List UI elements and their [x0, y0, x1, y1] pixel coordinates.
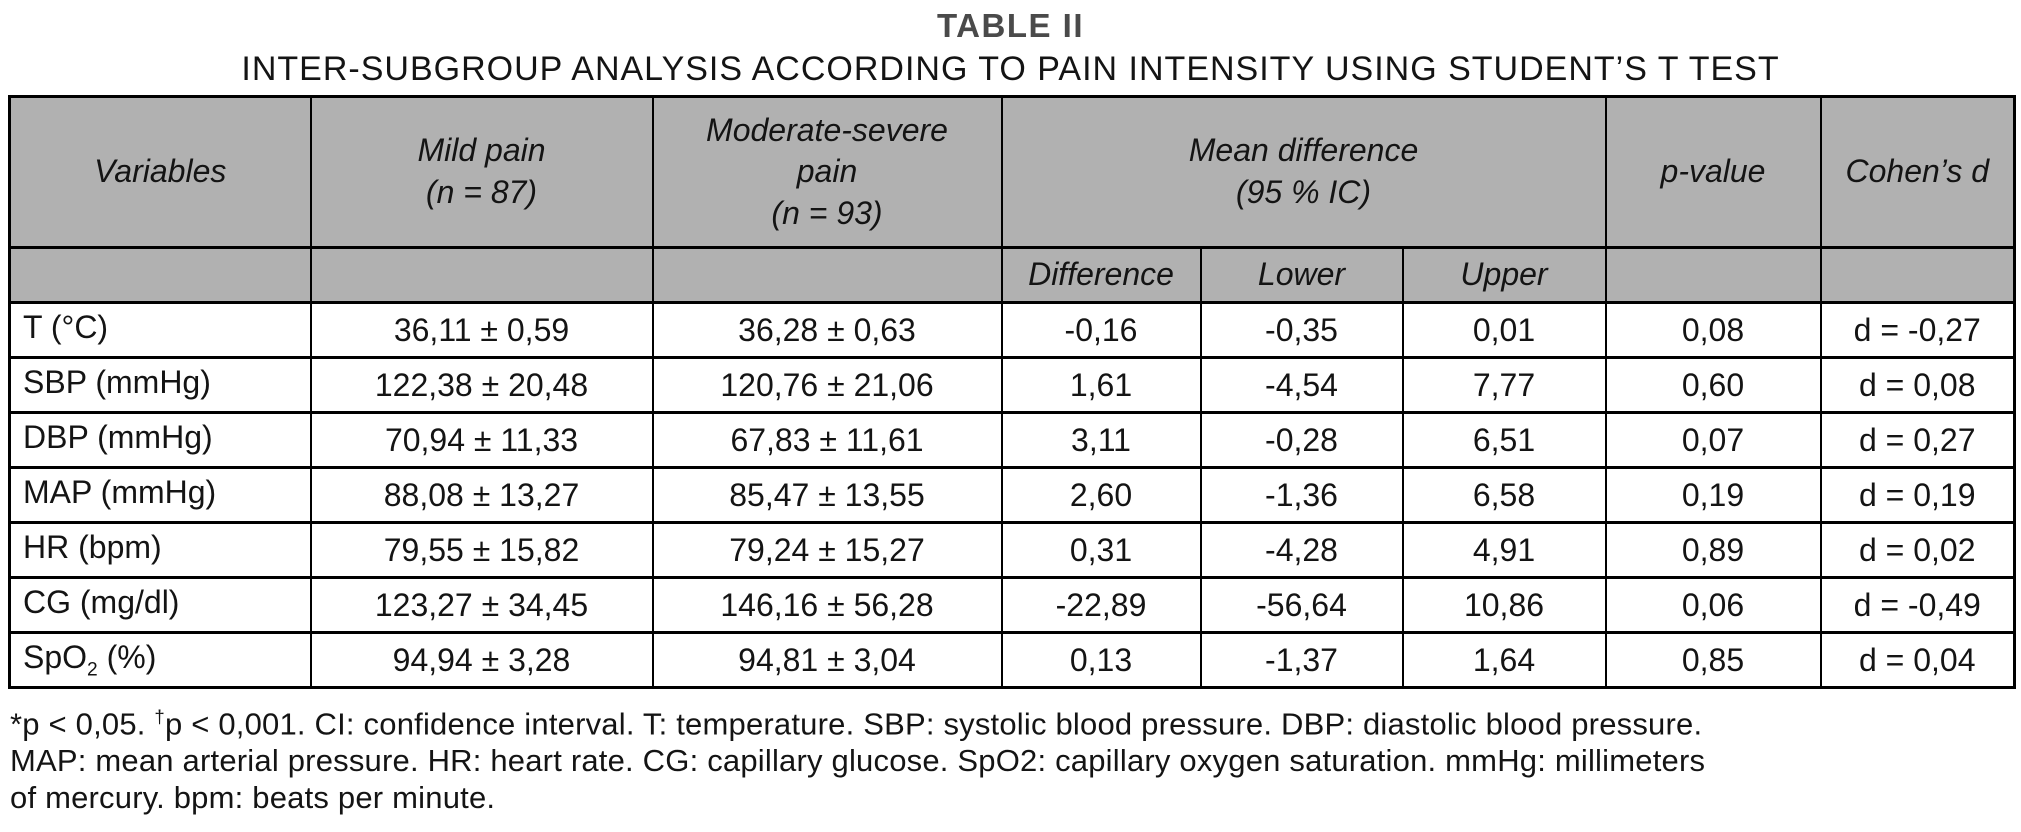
cell-difference: 0,31: [1000, 521, 1202, 579]
table-row-temperature: T (°C) 36,11 ± 0,59 36,28 ± 0,63 -0,16 -…: [8, 301, 2016, 359]
col-header-mean-difference: Mean difference (95 % IC): [1000, 95, 1607, 249]
row-label-text: HR (bpm): [23, 528, 162, 565]
cell-difference: 0,13: [1000, 631, 1202, 689]
cell-difference: -22,89: [1000, 576, 1202, 634]
cell-mild: 70,94 ± 11,33: [309, 411, 654, 469]
row-label: SBP (mmHg): [8, 356, 312, 414]
cell-upper: 0,01: [1401, 301, 1607, 359]
cell-cohens-d: d = -0,27: [1819, 301, 2016, 359]
col-header-p-value: p-value: [1604, 95, 1822, 249]
table-row-sbp: SBP (mmHg) 122,38 ± 20,48 120,76 ± 21,06…: [8, 356, 2016, 414]
cell-p-value: 0,08: [1604, 301, 1822, 359]
cell-p-value: 0,06: [1604, 576, 1822, 634]
row-label: HR (bpm): [8, 521, 312, 579]
results-table: Variables Mild pain (n = 87) Moderate-se…: [8, 95, 2016, 689]
cell-upper: 1,64: [1401, 631, 1607, 689]
cell-p-value: 0,19: [1604, 466, 1822, 524]
dagger-symbol: †: [154, 706, 165, 727]
cell-difference: 1,61: [1000, 356, 1202, 414]
row-label-text: T (°C): [23, 308, 109, 345]
cell-cohens-d: d = 0,08: [1819, 356, 2016, 414]
header-row-sub: Difference Lower Upper: [8, 246, 2016, 304]
row-label-unit: (%): [97, 638, 157, 675]
row-label: T (°C): [8, 301, 312, 359]
subheader-lower: Lower: [1199, 246, 1404, 304]
row-label-subscript: 2: [87, 659, 98, 681]
col-header-variables: Variables: [8, 95, 312, 249]
cell-moderate-severe: 67,83 ± 11,61: [651, 411, 1003, 469]
table-caption-title: INTER-SUBGROUP ANALYSIS ACCORDING TO PAI…: [241, 50, 1780, 88]
cell-cohens-d: d = 0,19: [1819, 466, 2016, 524]
footnote-line-3: of mercury. bpm: beats per minute.: [10, 780, 496, 816]
col-header-mild-pain: Mild pain (n = 87): [309, 95, 654, 249]
cell-cohens-d: d = -0,49: [1819, 576, 2016, 634]
cell-difference: -0,16: [1000, 301, 1202, 359]
row-label: CG (mg/dl): [8, 576, 312, 634]
cell-difference: 3,11: [1000, 411, 1202, 469]
row-label: MAP (mmHg): [8, 466, 312, 524]
subheader-empty-mild: [309, 246, 654, 304]
footnote-significance: *p < 0,05.: [10, 706, 155, 742]
row-label-text: MAP (mmHg): [23, 473, 217, 510]
cell-lower: -4,54: [1199, 356, 1404, 414]
cell-upper: 7,77: [1401, 356, 1607, 414]
row-label-text: SBP (mmHg): [23, 363, 211, 400]
cell-upper: 10,86: [1401, 576, 1607, 634]
cell-moderate-severe: 85,47 ± 13,55: [651, 466, 1003, 524]
subheader-empty-moderate: [651, 246, 1003, 304]
cell-cohens-d: d = 0,04: [1819, 631, 2016, 689]
subheader-empty-cohens-d: [1819, 246, 2016, 304]
footnote-abbreviations-1: p < 0,001. CI: confidence interval. T: t…: [164, 706, 1703, 742]
table-footnote: *p < 0,05. †p < 0,001. CI: confidence in…: [10, 698, 2013, 816]
table-row-map: MAP (mmHg) 88,08 ± 13,27 85,47 ± 13,55 2…: [8, 466, 2016, 524]
header-row-main: Variables Mild pain (n = 87) Moderate-se…: [8, 95, 2016, 249]
cell-mild: 123,27 ± 34,45: [309, 576, 654, 634]
row-label-text: CG (mg/dl): [23, 583, 180, 620]
cell-mild: 79,55 ± 15,82: [309, 521, 654, 579]
table-row-hr: HR (bpm) 79,55 ± 15,82 79,24 ± 15,27 0,3…: [8, 521, 2016, 579]
col-header-cohens-d: Cohen’s d: [1819, 95, 2016, 249]
cell-moderate-severe: 79,24 ± 15,27: [651, 521, 1003, 579]
row-label-text: SpO: [23, 638, 88, 675]
cell-lower: -56,64: [1199, 576, 1404, 634]
cell-p-value: 0,85: [1604, 631, 1822, 689]
cell-upper: 6,58: [1401, 466, 1607, 524]
cell-mild: 94,94 ± 3,28: [309, 631, 654, 689]
cell-lower: -4,28: [1199, 521, 1404, 579]
cell-cohens-d: d = 0,02: [1819, 521, 2016, 579]
cell-mild: 88,08 ± 13,27: [309, 466, 654, 524]
row-label: SpO2 (%): [8, 631, 312, 689]
cell-mild: 36,11 ± 0,59: [309, 301, 654, 359]
table-row-cg: CG (mg/dl) 123,27 ± 34,45 146,16 ± 56,28…: [8, 576, 2016, 634]
table-row-spo2: SpO2 (%) 94,94 ± 3,28 94,81 ± 3,04 0,13 …: [8, 631, 2016, 689]
subheader-difference: Difference: [1000, 246, 1202, 304]
cell-p-value: 0,60: [1604, 356, 1822, 414]
cell-p-value: 0,07: [1604, 411, 1822, 469]
table-caption: TABLE II INTER-SUBGROUP ANALYSIS ACCORDI…: [0, 0, 2021, 89]
footnote-line-2: MAP: mean arterial pressure. HR: heart r…: [10, 743, 1706, 779]
cell-lower: -0,28: [1199, 411, 1404, 469]
cell-p-value: 0,89: [1604, 521, 1822, 579]
cell-lower: -1,37: [1199, 631, 1404, 689]
row-label-text: DBP (mmHg): [23, 418, 213, 455]
cell-moderate-severe: 94,81 ± 3,04: [651, 631, 1003, 689]
row-label: DBP (mmHg): [8, 411, 312, 469]
cell-mild: 122,38 ± 20,48: [309, 356, 654, 414]
subheader-empty-variables: [8, 246, 312, 304]
cell-moderate-severe: 120,76 ± 21,06: [651, 356, 1003, 414]
footnote-line-1: *p < 0,05. †p < 0,001. CI: confidence in…: [10, 698, 2013, 742]
cell-moderate-severe: 146,16 ± 56,28: [651, 576, 1003, 634]
table-caption-number: TABLE II: [936, 7, 1085, 44]
col-header-moderate-severe-pain: Moderate-severe pain (n = 93): [651, 95, 1003, 249]
cell-upper: 6,51: [1401, 411, 1607, 469]
cell-upper: 4,91: [1401, 521, 1607, 579]
cell-difference: 2,60: [1000, 466, 1202, 524]
cell-lower: -1,36: [1199, 466, 1404, 524]
cell-lower: -0,35: [1199, 301, 1404, 359]
cell-moderate-severe: 36,28 ± 0,63: [651, 301, 1003, 359]
cell-cohens-d: d = 0,27: [1819, 411, 2016, 469]
subheader-empty-p-value: [1604, 246, 1822, 304]
table-row-dbp: DBP (mmHg) 70,94 ± 11,33 67,83 ± 11,61 3…: [8, 411, 2016, 469]
subheader-upper: Upper: [1401, 246, 1607, 304]
